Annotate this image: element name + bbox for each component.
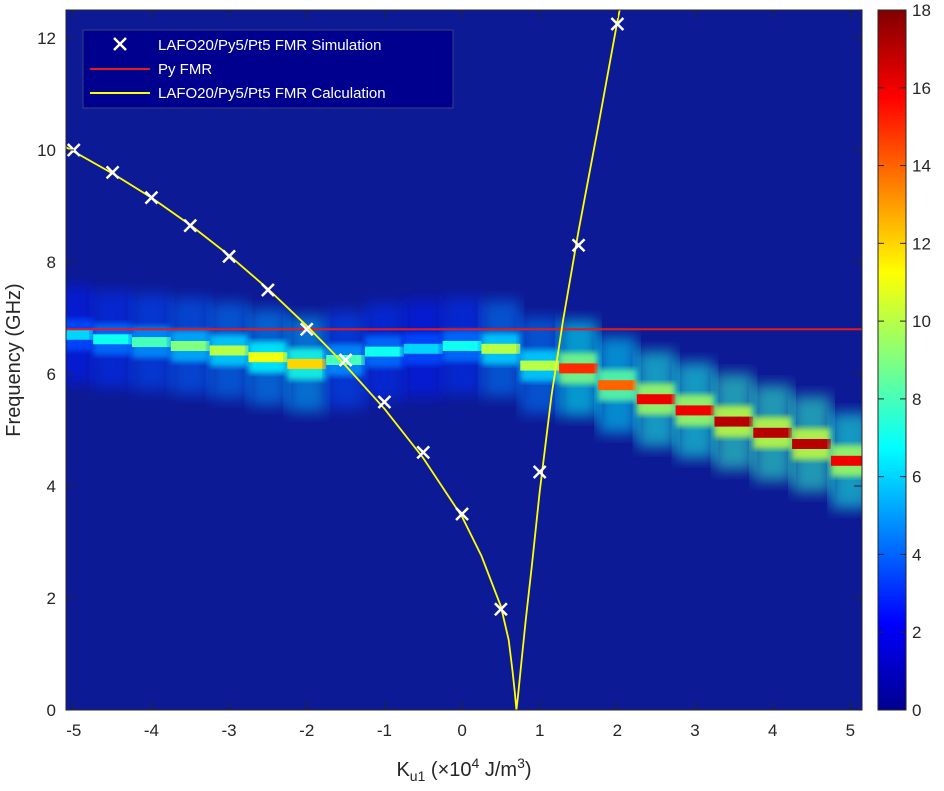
simulation-point xyxy=(571,238,586,253)
heatmap-band-core xyxy=(597,380,637,391)
heatmap-band-core xyxy=(93,334,133,345)
colorbar-tick-label: 18 xyxy=(912,1,931,20)
y-tick-label: 8 xyxy=(47,253,56,272)
simulation-point xyxy=(144,190,159,205)
y-tick-label: 6 xyxy=(47,365,56,384)
heatmap-band-core xyxy=(364,346,404,357)
simulation-point xyxy=(222,249,236,264)
simulation-point xyxy=(377,395,392,409)
series-line-2 xyxy=(66,10,621,710)
simulation-point xyxy=(610,17,625,31)
colorbar-tick-label: 0 xyxy=(912,701,921,720)
x-tick-label: 0 xyxy=(457,721,466,740)
x-axis-title: Ku1 (×104 J/m3) xyxy=(396,755,531,784)
heatmap-band-core xyxy=(170,341,210,351)
simulation-point xyxy=(261,283,275,297)
simulation-point xyxy=(494,602,508,617)
plot-area xyxy=(65,9,863,711)
simulation-point xyxy=(455,507,469,521)
heatmap-band-core xyxy=(66,329,94,340)
heatmap-band-core xyxy=(442,341,482,351)
heatmap-band-core xyxy=(636,394,676,405)
heatmap-band-core xyxy=(132,337,171,348)
y-tick-label: 12 xyxy=(37,29,56,48)
simulation-point xyxy=(299,322,314,337)
x-tick-label: -2 xyxy=(299,721,314,740)
heatmap-band-core xyxy=(287,358,327,369)
colorbar: 0 2 4 6 8 10 12 14 16 18 xyxy=(877,1,931,720)
simulation-point xyxy=(105,165,120,180)
y-tick-label: 2 xyxy=(47,589,56,608)
y-tick-label: 10 xyxy=(37,141,56,160)
heatmap-band-core xyxy=(248,352,288,363)
x-tick-label: 3 xyxy=(690,721,699,740)
legend-marker-simulation xyxy=(113,37,127,51)
y-tick-label: 4 xyxy=(47,477,56,496)
x-tick-label: 4 xyxy=(768,721,777,740)
x-tick-label: 1 xyxy=(535,721,544,740)
heatmap-band-core xyxy=(209,345,249,356)
heatmap-band-core xyxy=(792,439,831,449)
y-axis-ticks: 0 2 4 6 8 10 12 xyxy=(37,29,862,720)
simulation-point xyxy=(416,445,431,460)
heatmap-band-core xyxy=(753,427,793,438)
y-axis-title: Frequency (GHz) xyxy=(3,283,25,436)
y-tick-label: 0 xyxy=(47,701,56,720)
legend-label-calculation: LAFO20/Py5/Pt5 FMR Calculation xyxy=(158,85,386,102)
simulation-point xyxy=(338,353,353,367)
colorbar-tick-label: 14 xyxy=(912,157,931,176)
heatmap-band-core xyxy=(830,455,862,466)
colorbar-ticks: 0 2 4 6 8 10 12 14 16 18 xyxy=(878,1,931,720)
colorbar-tick-label: 6 xyxy=(912,468,921,487)
colorbar-gradient xyxy=(877,9,907,711)
colorbar-tick-label: 2 xyxy=(912,623,921,642)
legend-label-py-fmr: Py FMR xyxy=(158,61,212,78)
x-tick-label: -1 xyxy=(377,721,392,740)
colorbar-tick-label: 4 xyxy=(912,545,921,564)
x-tick-label: -3 xyxy=(222,721,237,740)
legend: LAFO20/Py5/Pt5 FMR Simulation Py FMR LAF… xyxy=(82,29,454,109)
x-tick-label: 2 xyxy=(613,721,622,740)
x-tick-label: 5 xyxy=(846,721,855,740)
colorbar-tick-label: 8 xyxy=(912,390,921,409)
heatmap-band-core xyxy=(714,416,754,427)
heatmap-band-core xyxy=(403,343,443,354)
legend-label-simulation: LAFO20/Py5/Pt5 FMR Simulation xyxy=(158,37,381,54)
heatmap-band-core xyxy=(481,343,521,354)
plot-frame xyxy=(65,9,863,711)
simulation-point xyxy=(183,218,198,233)
heatmap-band-core xyxy=(520,360,560,371)
colorbar-tick-label: 12 xyxy=(912,234,931,253)
x-tick-label: -5 xyxy=(66,721,81,740)
x-tick-label: -4 xyxy=(144,721,159,740)
simulation-point xyxy=(532,465,547,479)
x-axis-ticks: -5 -4 -3 -2 -1 0 1 2 3 4 5 xyxy=(66,10,855,740)
heatmap-band-core xyxy=(675,405,715,416)
colorbar-tick-label: 10 xyxy=(912,312,931,331)
heatmap-band-core xyxy=(559,363,598,374)
colorbar-tick-label: 16 xyxy=(912,79,931,98)
